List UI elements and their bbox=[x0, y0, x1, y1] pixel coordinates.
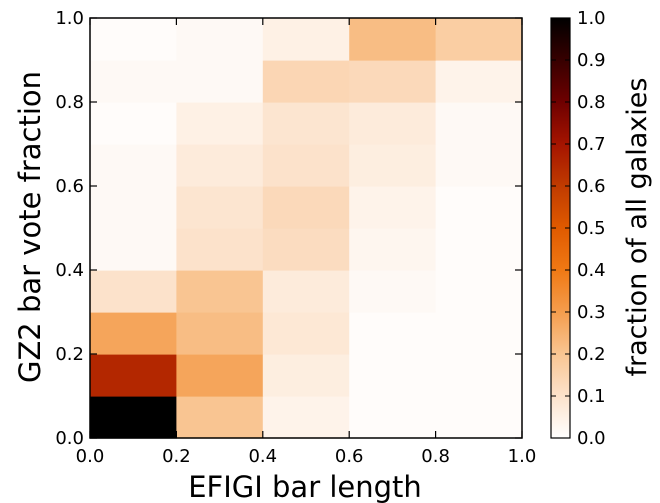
heatmap-cell bbox=[349, 186, 437, 229]
colorbar-tick-label: 0.0 bbox=[577, 428, 606, 449]
heatmap-cell bbox=[435, 186, 523, 229]
x-tick-label: 0.4 bbox=[248, 446, 277, 467]
heatmap-cells bbox=[90, 18, 523, 439]
heatmap-cell bbox=[90, 18, 177, 61]
colorbar-label: fraction of all galaxies bbox=[622, 78, 653, 377]
heatmap-cell bbox=[435, 228, 523, 271]
y-tick-label: 1.0 bbox=[55, 8, 84, 29]
heatmap-cell bbox=[176, 102, 264, 145]
y-tick-label: 0.8 bbox=[55, 92, 84, 113]
x-tick-label: 0.2 bbox=[162, 446, 191, 467]
heatmap-cell bbox=[435, 396, 523, 439]
heatmap-cell bbox=[90, 354, 177, 397]
heatmap-cell bbox=[349, 228, 437, 271]
heatmap-cell bbox=[262, 312, 350, 355]
y-tick-label: 0.6 bbox=[55, 176, 84, 197]
heatmap-cell bbox=[262, 270, 350, 313]
colorbar-tick-label: 1.0 bbox=[577, 8, 606, 29]
heatmap-cell bbox=[349, 102, 437, 145]
heatmap-cell bbox=[349, 312, 437, 355]
heatmap-cell bbox=[349, 144, 437, 187]
heatmap-cell bbox=[349, 60, 437, 103]
colorbar-tick-labels: 0.0 0.1 0.2 0.3 0.4 0.5 0.6 0.7 0.8 0.9 1.0 bbox=[577, 8, 606, 449]
heatmap-cell bbox=[435, 312, 523, 355]
heatmap-cell bbox=[176, 354, 264, 397]
heatmap-cell bbox=[349, 270, 437, 313]
heatmap-cell bbox=[262, 144, 350, 187]
heatmap-cell bbox=[90, 102, 177, 145]
heatmap-cell bbox=[176, 270, 264, 313]
colorbar-tick-label: 0.4 bbox=[577, 260, 606, 281]
y-tick-label: 0.0 bbox=[55, 428, 84, 449]
x-tick-label: 0.0 bbox=[76, 446, 105, 467]
colorbar-tick-label: 0.6 bbox=[577, 176, 606, 197]
heatmap-cell bbox=[176, 144, 264, 187]
colorbar-tick-label: 0.2 bbox=[577, 344, 606, 365]
x-tick-label: 1.0 bbox=[508, 446, 537, 467]
colorbar-ticks bbox=[551, 17, 570, 439]
x-tick-label: 0.8 bbox=[421, 446, 450, 467]
colorbar-tick-label: 0.7 bbox=[577, 134, 606, 155]
heatmap-cell bbox=[90, 312, 177, 355]
heatmap-cell bbox=[90, 144, 177, 187]
heatmap-cell bbox=[90, 270, 177, 313]
heatmap-cell bbox=[262, 102, 350, 145]
heatmap-cell bbox=[435, 102, 523, 145]
y-tick-label: 0.4 bbox=[55, 260, 84, 281]
heatmap-cell bbox=[435, 354, 523, 397]
heatmap-cell bbox=[435, 144, 523, 187]
heatmap-cell bbox=[90, 186, 177, 229]
heatmap-cell bbox=[435, 60, 523, 103]
y-tick-label: 0.2 bbox=[55, 344, 84, 365]
x-tick-label: 0.6 bbox=[335, 446, 364, 467]
heatmap-cell bbox=[349, 18, 437, 61]
heatmap-cell bbox=[435, 270, 523, 313]
heatmap-cell bbox=[176, 228, 264, 271]
colorbar-tick-label: 0.8 bbox=[577, 92, 606, 113]
x-tick-labels: 0.0 0.2 0.4 0.6 0.8 1.0 bbox=[76, 446, 537, 467]
heatmap-cell bbox=[349, 354, 437, 397]
y-axis-label: GZ2 bar vote fraction bbox=[13, 71, 47, 383]
heatmap-cell bbox=[90, 228, 177, 271]
heatmap-cell bbox=[90, 60, 177, 103]
axis-ticks bbox=[89, 17, 523, 439]
heatmap-cell bbox=[176, 18, 264, 61]
heatmap-cell bbox=[176, 312, 264, 355]
heatmap-cell bbox=[176, 396, 264, 439]
heatmap-cell bbox=[262, 396, 350, 439]
heatmap-cell bbox=[262, 354, 350, 397]
heatmap-cell bbox=[176, 60, 264, 103]
plot-frame bbox=[89, 17, 523, 439]
colorbar-tick-label: 0.1 bbox=[577, 386, 606, 407]
heatmap-cell bbox=[435, 18, 523, 61]
heatmap-cell bbox=[262, 18, 350, 61]
heatmap-cell bbox=[90, 396, 177, 439]
heatmap-cell bbox=[262, 228, 350, 271]
heatmap-cell bbox=[262, 60, 350, 103]
colorbar-tick-label: 0.3 bbox=[577, 302, 606, 323]
heatmap-cell bbox=[176, 186, 264, 229]
heatmap-cell bbox=[349, 396, 437, 439]
heatmap-cell bbox=[262, 186, 350, 229]
colorbar-tick-label: 0.5 bbox=[577, 218, 606, 239]
colorbar-tick-label: 0.9 bbox=[577, 50, 606, 71]
y-tick-labels: 0.0 0.2 0.4 0.6 0.8 1.0 bbox=[55, 8, 84, 449]
x-axis-label: EFIGI bar length bbox=[188, 470, 422, 503]
